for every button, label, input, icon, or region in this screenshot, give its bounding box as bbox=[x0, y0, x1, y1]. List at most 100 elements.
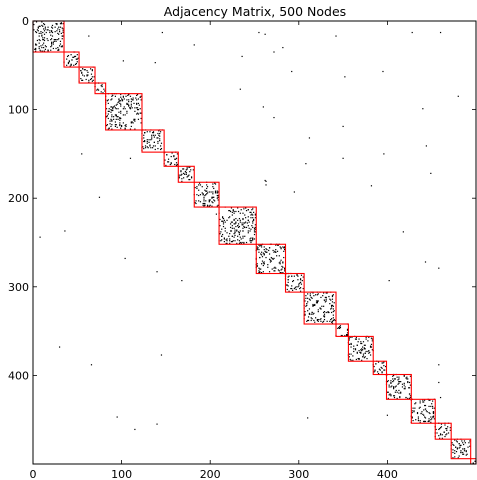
edge-point bbox=[438, 364, 440, 366]
edge-point bbox=[312, 292, 314, 294]
edge-point bbox=[233, 219, 235, 221]
edge-point bbox=[51, 43, 53, 45]
edge-point bbox=[183, 168, 185, 170]
edge-point bbox=[44, 26, 46, 28]
edge-point bbox=[247, 209, 249, 211]
edge-point bbox=[253, 231, 256, 233]
edge-point bbox=[327, 311, 329, 314]
edge-point bbox=[203, 200, 205, 202]
edge-point bbox=[288, 290, 290, 292]
edge-point bbox=[144, 140, 146, 142]
edge-point bbox=[237, 210, 240, 213]
edge-point bbox=[90, 73, 93, 75]
edge-point bbox=[43, 30, 46, 32]
edge-point bbox=[50, 49, 52, 51]
edge-point bbox=[215, 213, 217, 215]
edge-point bbox=[39, 49, 41, 51]
edge-point bbox=[83, 69, 85, 71]
edge-point bbox=[91, 80, 93, 82]
edge-point bbox=[247, 225, 249, 227]
edge-point bbox=[279, 263, 281, 265]
edge-point bbox=[444, 435, 446, 438]
edge-point bbox=[358, 349, 360, 352]
edge-point bbox=[272, 258, 274, 260]
edge-point bbox=[458, 447, 460, 449]
edge-point bbox=[370, 346, 373, 348]
edge-point bbox=[256, 248, 258, 250]
edge-point bbox=[362, 353, 365, 355]
edge-point bbox=[258, 272, 260, 274]
edge-point bbox=[189, 171, 191, 173]
edge-point bbox=[370, 337, 373, 339]
edge-point bbox=[306, 320, 308, 322]
edge-point bbox=[44, 45, 46, 47]
community-block bbox=[94, 82, 107, 95]
edge-point bbox=[62, 30, 64, 32]
edge-point bbox=[467, 446, 469, 448]
edge-point bbox=[377, 373, 380, 375]
edge-point bbox=[323, 315, 325, 317]
edge-point bbox=[120, 93, 122, 96]
edge-point bbox=[57, 28, 59, 30]
edge-point bbox=[369, 346, 372, 348]
edge-point bbox=[164, 159, 166, 161]
edge-point bbox=[92, 79, 94, 81]
edge-point bbox=[138, 104, 140, 106]
edge-point bbox=[332, 311, 334, 313]
edge-point bbox=[212, 193, 214, 195]
edge-point bbox=[395, 385, 397, 387]
edge-point bbox=[311, 311, 313, 314]
edge-point bbox=[325, 298, 327, 300]
edge-point bbox=[337, 327, 339, 330]
edge-point bbox=[35, 21, 38, 23]
edge-point bbox=[130, 103, 132, 105]
edge-point bbox=[51, 26, 53, 28]
edge-point bbox=[428, 399, 430, 401]
edge-point bbox=[86, 75, 88, 77]
edge-point bbox=[333, 302, 335, 304]
edge-point bbox=[176, 153, 179, 155]
edge-point bbox=[384, 369, 386, 371]
edge-point bbox=[199, 201, 202, 203]
edge-point bbox=[236, 229, 238, 231]
y-tick-label: 400 bbox=[8, 369, 29, 382]
edge-point bbox=[430, 416, 432, 418]
edge-point bbox=[249, 211, 251, 213]
edge-point bbox=[424, 420, 427, 423]
edge-point bbox=[356, 351, 358, 353]
edge-point bbox=[136, 99, 138, 101]
edge-point bbox=[365, 336, 367, 338]
edge-point bbox=[58, 33, 60, 35]
edge-point bbox=[383, 369, 385, 371]
edge-point bbox=[330, 318, 332, 321]
edge-point bbox=[56, 23, 58, 25]
edge-point bbox=[50, 46, 52, 48]
edge-point bbox=[206, 193, 208, 195]
edge-point bbox=[360, 349, 362, 351]
edge-point bbox=[287, 276, 289, 278]
edge-point bbox=[305, 305, 307, 307]
edge-point bbox=[399, 396, 401, 399]
edge-point bbox=[58, 26, 60, 28]
edge-point bbox=[199, 184, 202, 186]
edge-point bbox=[152, 145, 155, 147]
edge-point bbox=[59, 26, 62, 28]
edge-point bbox=[371, 338, 373, 340]
edge-point bbox=[81, 72, 83, 74]
edge-point bbox=[322, 295, 324, 297]
edge-point bbox=[357, 357, 359, 360]
edge-point bbox=[118, 98, 120, 100]
edge-point bbox=[238, 233, 241, 236]
edge-point bbox=[117, 116, 119, 118]
edge-point bbox=[42, 25, 44, 27]
edge-point bbox=[305, 297, 307, 299]
edge-point bbox=[369, 345, 372, 347]
edge-point bbox=[417, 419, 420, 422]
edge-point bbox=[280, 272, 282, 274]
edge-point bbox=[38, 42, 40, 44]
edge-point bbox=[431, 416, 434, 418]
edge-point bbox=[439, 434, 442, 436]
edge-point bbox=[51, 30, 53, 32]
edge-point bbox=[136, 109, 139, 111]
edge-point bbox=[206, 186, 209, 188]
